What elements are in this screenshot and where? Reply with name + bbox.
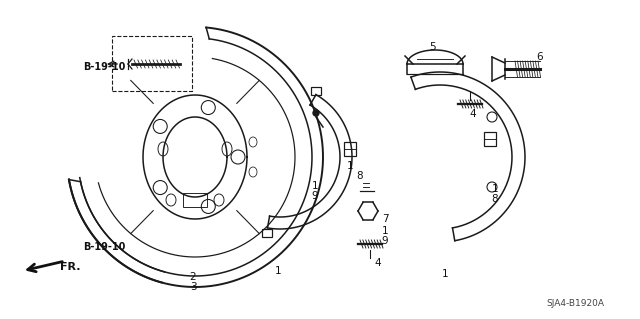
Text: 1: 1 bbox=[381, 226, 388, 236]
Text: 1: 1 bbox=[442, 269, 448, 279]
Text: 1: 1 bbox=[347, 161, 353, 171]
Text: 8: 8 bbox=[356, 171, 364, 181]
Text: 3: 3 bbox=[189, 282, 196, 292]
Text: 9: 9 bbox=[312, 191, 318, 201]
Bar bbox=[183, 193, 207, 207]
Text: FR.: FR. bbox=[60, 262, 81, 272]
Bar bbox=[344, 142, 356, 156]
Text: 5: 5 bbox=[429, 42, 435, 52]
Text: 4: 4 bbox=[374, 258, 381, 268]
Text: 2: 2 bbox=[189, 272, 196, 282]
Text: 8: 8 bbox=[492, 194, 499, 204]
Text: 9: 9 bbox=[381, 236, 388, 246]
Circle shape bbox=[313, 110, 319, 116]
Text: 1: 1 bbox=[275, 266, 282, 276]
Text: 4: 4 bbox=[470, 109, 476, 119]
Text: 7: 7 bbox=[381, 214, 388, 224]
Bar bbox=[112, 36, 192, 91]
Bar bbox=[484, 132, 496, 146]
Text: 1: 1 bbox=[492, 184, 499, 194]
Text: SJA4-B1920A: SJA4-B1920A bbox=[546, 300, 604, 308]
Text: 1: 1 bbox=[312, 181, 318, 191]
Text: B-19-10: B-19-10 bbox=[83, 62, 125, 72]
Text: B-19-10: B-19-10 bbox=[83, 242, 125, 252]
Bar bbox=[311, 87, 321, 95]
Bar bbox=[262, 229, 273, 237]
Text: 6: 6 bbox=[537, 52, 543, 62]
